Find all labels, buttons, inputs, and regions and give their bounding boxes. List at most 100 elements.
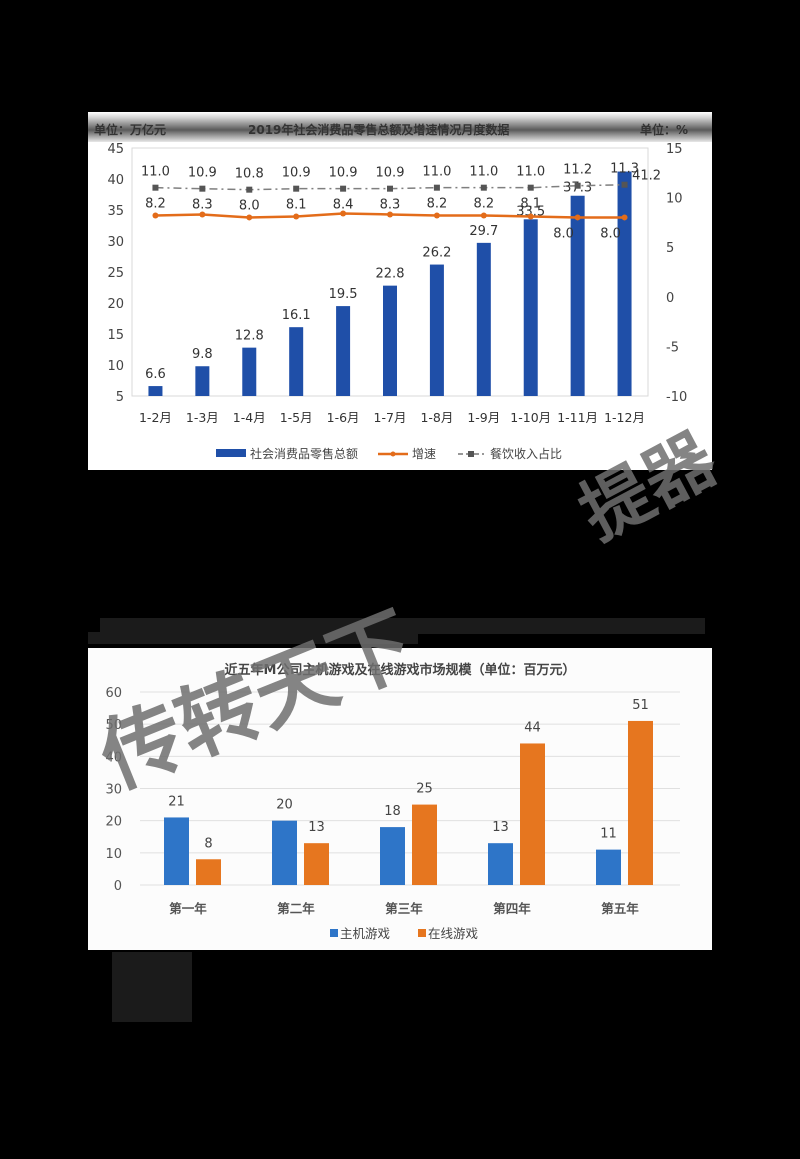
legend-label: 增速	[412, 447, 436, 461]
x-axis-label: 第二年	[277, 901, 315, 916]
catering-point	[574, 182, 581, 189]
catering-label: 11.0	[516, 165, 545, 180]
bar	[148, 386, 163, 396]
catering-label: 10.9	[188, 166, 217, 181]
left-unit-label: 单位：万亿元	[94, 123, 167, 137]
bar-value-label: 26.2	[422, 246, 451, 261]
bar	[488, 843, 513, 885]
x-axis-label: 1-7月	[374, 410, 407, 425]
catering-point	[621, 181, 628, 188]
left-axis-tick: 45	[107, 142, 124, 157]
redacted-text	[88, 632, 418, 644]
growth-label: 8.0	[239, 199, 260, 214]
legend-label: 社会消费品零售总额	[250, 446, 358, 461]
bar	[523, 219, 538, 396]
bar-value-label: 19.5	[329, 287, 358, 302]
right-axis-tick: -10	[666, 390, 687, 405]
legend-label: 在线游戏	[428, 926, 478, 941]
left-axis-tick: 20	[107, 297, 124, 312]
bar-value-label: 16.1	[282, 308, 311, 323]
growth-point	[621, 214, 628, 221]
x-axis-label: 1-6月	[327, 410, 360, 425]
catering-label: 11.3	[610, 162, 639, 177]
left-axis-tick: 10	[107, 359, 124, 374]
catering-label: 11.0	[422, 165, 451, 180]
growth-point	[433, 212, 440, 219]
catering-label: 11.2	[563, 163, 592, 178]
y-axis-tick: 30	[105, 783, 122, 798]
bar	[336, 306, 351, 396]
legend-label: 餐饮收入占比	[490, 446, 562, 461]
bar	[289, 327, 304, 396]
bar	[304, 843, 329, 885]
bar-value-label: 13	[308, 820, 325, 835]
bar-value-label: 41.2	[632, 169, 661, 184]
growth-label: 8.3	[192, 198, 213, 213]
bar	[476, 242, 491, 396]
x-axis-label: 1-9月	[467, 410, 500, 425]
bar	[617, 171, 632, 396]
x-axis-label: 第三年	[385, 901, 423, 916]
redacted-block	[112, 952, 192, 1022]
y-axis-tick: 10	[105, 847, 122, 862]
chart1-header: 单位：万亿元 2019年社会消费品零售总额及增速情况月度数据 单位：%	[88, 112, 712, 142]
chart1-title: 2019年社会消费品零售总额及增速情况月度数据	[248, 123, 510, 137]
bar	[164, 817, 189, 885]
growth-label: 8.2	[145, 197, 166, 212]
retail-sales-chart: 单位：万亿元 2019年社会消费品零售总额及增速情况月度数据 单位：% 5 10 1…	[88, 112, 712, 470]
y-axis-tick: 20	[105, 815, 122, 830]
y-axis-tick: 50	[105, 718, 122, 733]
bar-value-label: 29.7	[469, 224, 498, 239]
redacted-text	[100, 618, 705, 634]
catering-point	[480, 184, 487, 191]
bar	[272, 820, 297, 885]
bar	[196, 859, 221, 885]
catering-point	[293, 185, 300, 192]
left-axis-tick: 5	[116, 390, 124, 405]
bar	[195, 366, 210, 396]
x-axis-label: 1-10月	[510, 410, 551, 425]
right-axis-tick: 10	[666, 192, 683, 207]
catering-label: 10.9	[376, 166, 405, 181]
bar-value-label: 51	[632, 698, 649, 713]
left-axis-tick: 30	[107, 235, 124, 250]
catering-point	[433, 184, 440, 191]
growth-label: 8.4	[333, 198, 354, 213]
bar-value-label: 11	[600, 827, 617, 842]
bar-value-label: 13	[492, 820, 509, 835]
y-axis-tick: 0	[114, 879, 122, 894]
bar	[383, 285, 397, 396]
bar-value-label: 25	[416, 782, 433, 797]
bar	[596, 849, 621, 885]
bar-value-label: 21	[168, 794, 185, 809]
growth-label: 8.1	[286, 198, 307, 213]
x-axis-label: 1-8月	[420, 410, 453, 425]
catering-point	[199, 185, 206, 192]
left-axis-tick: 40	[107, 173, 124, 188]
catering-label: 11.0	[469, 165, 498, 180]
catering-point	[246, 186, 253, 193]
bar-value-label: 44	[524, 720, 541, 735]
chart2-plot: 近五年M公司主机游戏及在线游戏市场规模（单位：百万元） 0 10 20 30 40 50 60…	[105, 662, 680, 941]
growth-point	[387, 211, 393, 218]
left-axis-tick: 25	[107, 266, 124, 281]
legend-label: 主机游戏	[340, 926, 390, 941]
right-axis-tick: 15	[666, 142, 683, 157]
growth-label: 8.2	[473, 197, 494, 212]
catering-point	[152, 184, 159, 191]
bar	[628, 720, 653, 885]
growth-point	[480, 212, 487, 219]
right-unit-label: 单位：%	[640, 123, 689, 137]
bar-value-label: 18	[384, 804, 401, 819]
growth-point	[199, 211, 206, 218]
left-axis-tick: 15	[107, 328, 124, 343]
growth-label: 8.3	[380, 198, 401, 213]
bar	[570, 195, 585, 396]
bar-value-label: 20	[276, 798, 293, 813]
chart2-title: 近五年M公司主机游戏及在线游戏市场规模（单位：百万元）	[225, 662, 576, 678]
legend-catering-marker	[468, 451, 474, 457]
bar	[380, 827, 405, 885]
growth-point	[152, 212, 159, 219]
bar	[412, 804, 437, 885]
growth-point	[293, 213, 300, 220]
